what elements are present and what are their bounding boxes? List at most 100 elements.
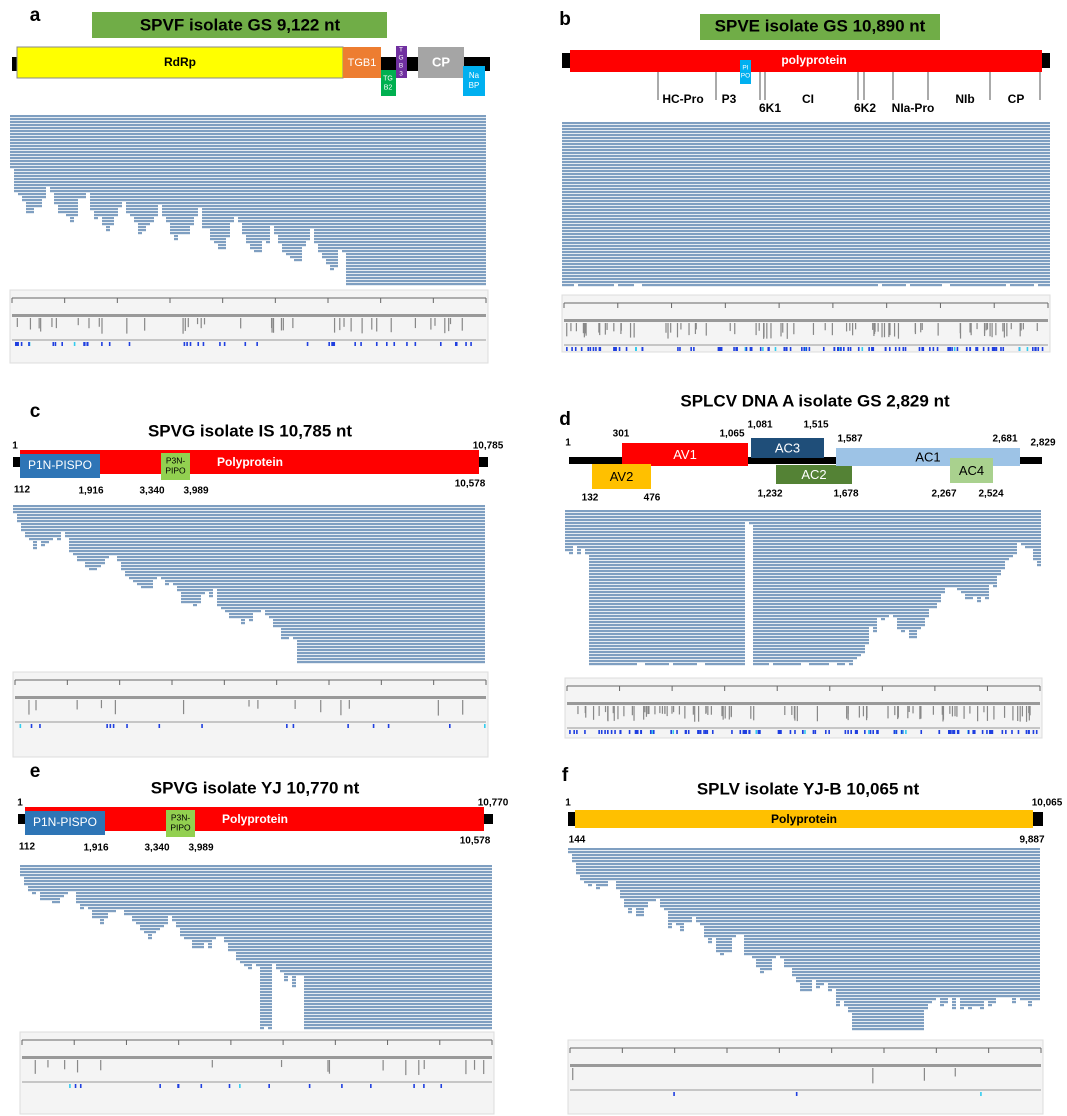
read-row — [562, 248, 1050, 250]
read-row — [69, 544, 485, 546]
read-row — [1028, 1004, 1032, 1006]
read-row — [977, 597, 981, 599]
read-row — [54, 202, 78, 204]
variant-mark — [204, 318, 205, 324]
variant-mark — [783, 347, 785, 351]
track-band — [22, 1056, 492, 1059]
read-row — [246, 241, 262, 243]
read-row — [636, 911, 644, 913]
read-row — [562, 278, 1050, 280]
read-row — [909, 633, 917, 635]
read-row — [562, 245, 1050, 247]
variant-mark — [775, 347, 777, 351]
read-row — [208, 946, 212, 948]
read-row — [342, 250, 486, 252]
read-row — [844, 1004, 928, 1006]
variant-mark — [1004, 706, 1005, 718]
coordinate: 1,515 — [803, 420, 828, 431]
variant-mark — [719, 347, 721, 351]
variant-mark — [954, 347, 956, 351]
read-row — [14, 178, 486, 180]
read-row — [10, 130, 486, 132]
read-row — [22, 196, 46, 198]
read-row — [346, 253, 486, 255]
read-row — [138, 226, 146, 228]
read-row — [562, 185, 1050, 187]
variant-mark — [611, 730, 613, 734]
read-row — [568, 848, 1040, 850]
read-row — [940, 998, 948, 1000]
variant-mark — [1002, 730, 1004, 734]
read-row — [562, 242, 1050, 244]
variant-mark — [766, 323, 767, 339]
variant-mark — [1018, 730, 1020, 734]
variant-mark — [939, 730, 941, 734]
read-row — [148, 934, 152, 936]
read-row — [126, 202, 486, 204]
read-row — [26, 208, 34, 210]
variant-mark — [617, 706, 618, 719]
read-row — [562, 149, 1050, 151]
read-row — [14, 190, 46, 192]
read-row — [800, 986, 812, 988]
read-row — [58, 205, 78, 207]
variant-mark — [856, 730, 858, 734]
read-row — [50, 190, 486, 192]
read-row — [100, 922, 104, 924]
variant-mark — [809, 347, 811, 351]
read-row — [562, 128, 1050, 130]
read-row — [1025, 546, 1041, 548]
read-row — [102, 223, 114, 225]
read-row — [660, 902, 1040, 904]
read-row — [565, 543, 745, 545]
variant-mark — [1029, 706, 1030, 715]
read-row — [89, 568, 97, 570]
variant-mark — [909, 706, 910, 712]
variant-mark — [573, 730, 575, 734]
read-row — [326, 259, 338, 261]
read-row — [229, 616, 253, 618]
read-row — [589, 618, 745, 620]
read-row — [273, 622, 485, 624]
read-row — [952, 1004, 956, 1006]
read-row — [562, 263, 1050, 265]
read-row — [192, 943, 204, 945]
read-row — [636, 908, 644, 910]
read-row — [893, 615, 929, 617]
coordinate: 3,340 — [144, 843, 169, 854]
read-row — [181, 592, 205, 594]
variant-mark — [376, 318, 377, 331]
read-row — [809, 663, 829, 665]
read-row — [52, 901, 60, 903]
read-row — [852, 1016, 924, 1018]
variant-mark — [703, 730, 705, 734]
read-row — [589, 606, 745, 608]
read-row — [589, 555, 745, 557]
coordinate: 1 — [565, 438, 571, 449]
label: NIb — [955, 92, 974, 106]
label: BP — [469, 81, 480, 90]
variant-mark — [862, 347, 864, 351]
coordinate: 3,340 — [139, 486, 164, 497]
read-row — [753, 645, 865, 647]
read-row — [753, 555, 1013, 557]
read-row — [297, 640, 485, 642]
variant-mark — [693, 706, 694, 715]
read-row — [844, 1001, 932, 1003]
variant-mark — [901, 730, 903, 734]
read-row — [836, 989, 1040, 991]
coordinate: 10,578 — [455, 479, 486, 490]
variant-mark — [711, 706, 712, 715]
read-row — [256, 964, 272, 966]
variant-mark — [986, 323, 987, 330]
read-row — [304, 979, 492, 981]
variant-mark — [1011, 323, 1012, 329]
variant-mark — [887, 706, 888, 718]
variant-mark — [370, 1084, 372, 1088]
read-row — [753, 528, 1041, 530]
read-row — [314, 232, 486, 234]
read-row — [304, 982, 492, 984]
read-row — [10, 151, 486, 153]
panel-title: SPVE isolate GS 10,890 nt — [715, 16, 926, 35]
read-row — [242, 226, 270, 228]
